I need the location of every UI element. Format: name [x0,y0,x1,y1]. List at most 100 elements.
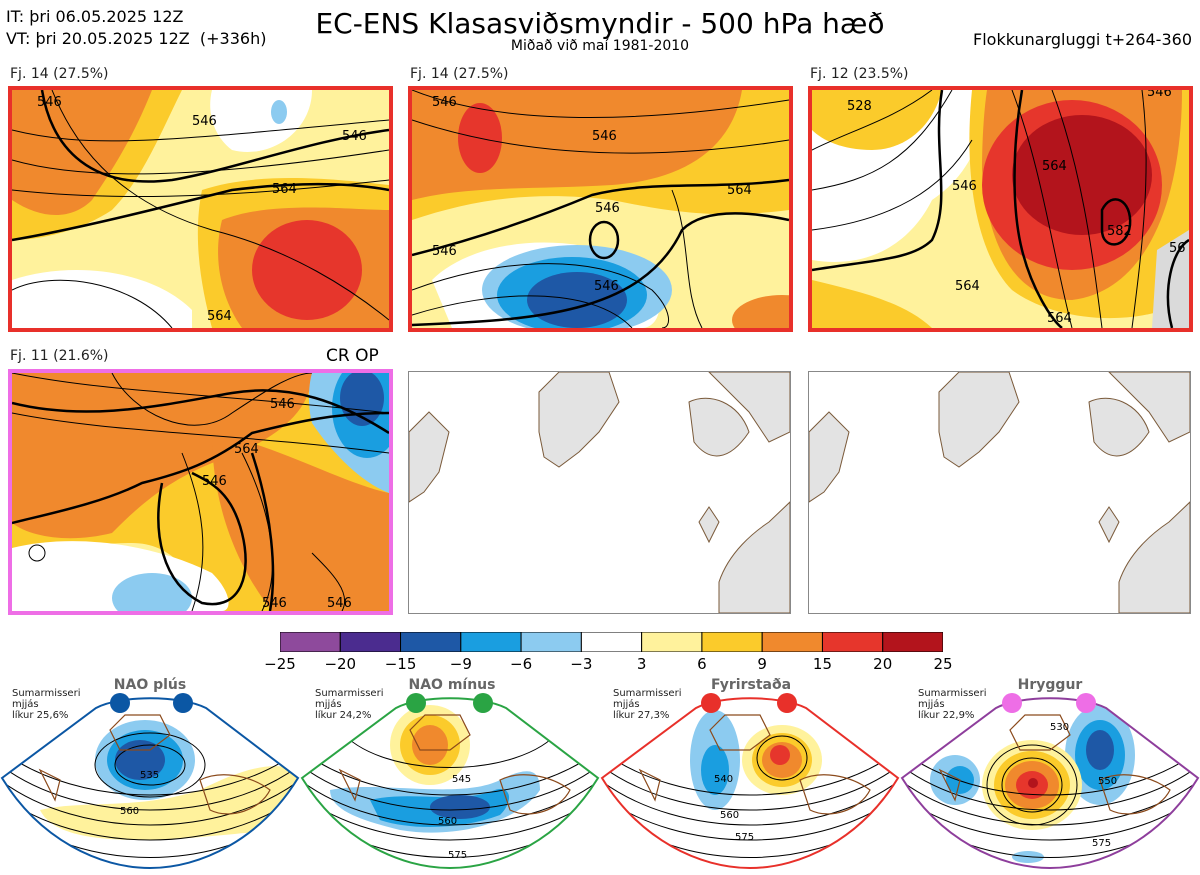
contour-label: 546 [202,474,227,489]
regime-average: mjjás [12,699,39,710]
regime-season: Sumarmisseri [918,688,987,699]
colorbar-segment [400,631,462,653]
contour-label: 546 [594,279,619,294]
contour-label: 546 [595,201,620,216]
regime-4-legend: Sumarmisseri mjjás líkur 22,9% [918,688,986,721]
colorbar-tick-label: −9 [449,655,472,673]
empty-base-map-6 [808,371,1191,614]
regime-average: mjjás [918,699,945,710]
colorbar-tick-label: 3 [636,655,647,673]
regime-average: mjjás [315,699,342,710]
contour-label: 546 [192,114,217,129]
contour-label: 545 [452,774,471,785]
regime-1-legend: Sumarmisseri mjjás líkur 25,6% [12,688,80,721]
contour-label: 564 [1047,311,1072,326]
cluster-map-2: 546 546 564 546 546 546 [408,86,793,332]
regime-3-marker-right [777,693,797,713]
panel-2-label: Fj. 14 (27.5%) [410,66,509,82]
colorbar-svg [279,631,944,653]
regime-3-legend: Sumarmisseri mjjás líkur 27,3% [613,688,681,721]
contour-label: 575 [1092,838,1111,849]
colorbar-segment [701,631,763,653]
colorbar-segment [460,631,522,653]
colorbar [279,631,944,653]
regime-map-nao-plus: 535 560 [0,690,300,871]
regime-map-ridge: 530 550 575 [900,690,1200,871]
empty-base-map-5-svg [409,372,790,613]
regime-2-title: NAO mínus [408,677,496,693]
colorbar-tick-label: 25 [933,655,953,673]
panel-4-label: Fj. 11 (21.6%) [10,348,109,364]
contour-label: 546 [342,129,367,144]
contour-label: 546 [327,596,352,611]
crop-label: CR OP [326,346,379,366]
regime-map-blocking: 540 560 575 [600,690,900,871]
colorbar-tick-label: −20 [324,655,357,673]
contour-label: 564 [234,442,259,457]
colorbar-tick-label: −6 [510,655,533,673]
contour-label: 546 [952,179,977,194]
cluster-map-3: 528 546 564 546 582 564 564 56 [808,86,1193,332]
initial-time: IT: þri 06.05.2025 12Z [6,7,184,26]
regime-season: Sumarmisseri [613,688,682,699]
contour-label: 56 [1169,241,1186,256]
colorbar-tick-label: 6 [697,655,707,673]
regime-2-legend: Sumarmisseri mjjás líkur 24,2% [315,688,383,721]
contour-label: 528 [847,99,872,114]
regime-map-nao-minus-svg: 545 560 575 [300,693,600,870]
regime-4-marker-left [1002,693,1022,713]
contour-label: 546 [37,95,62,110]
regime-map-nao-plus-svg: 535 560 [0,693,300,870]
cluster-map-4-svg: 546 564 546 546 546 [12,373,389,611]
contour-label: 546 [432,244,457,259]
regime-4-marker-right [1076,693,1096,713]
regime-probability: líkur 27,3% [613,710,670,721]
colorbar-tick-label: 9 [757,655,767,673]
regime-probability: líkur 24,2% [315,710,372,721]
colorbar-segment [580,631,643,653]
regime-2-marker-right [473,693,493,713]
contour-label: 575 [735,832,754,843]
regime-2-marker-left [406,693,426,713]
contour-label: 546 [592,129,617,144]
contour-label: 546 [270,397,295,412]
colorbar-segment [821,631,884,653]
contour-label: 582 [1107,224,1132,239]
regime-3-marker-left [701,693,721,713]
colorbar-tick-label: −15 [384,655,417,673]
contour-label: 564 [272,182,297,197]
cluster-map-4: 546 564 546 546 546 [8,369,393,615]
cluster-map-1: 546 546 564 546 564 [8,86,393,332]
page-subtitle: Miðað við maí 1981-2010 [510,38,690,54]
contour-label: 560 [120,806,139,817]
contour-label: 530 [1050,722,1069,733]
colorbar-segment [761,631,823,653]
contour-label: 546 [262,596,287,611]
regime-probability: líkur 22,9% [918,710,975,721]
colorbar-segment [882,631,944,653]
colorbar-tick-label: −3 [570,655,593,673]
contour-label: 560 [438,816,457,827]
regime-average: mjjás [613,699,640,710]
contour-label: 564 [1042,159,1067,174]
regime-season: Sumarmisseri [12,688,81,699]
contour-label: 550 [1098,776,1117,787]
regime-1-marker-left [110,693,130,713]
empty-base-map-6-svg [809,372,1190,613]
regime-3-title: Fyrirstaða [710,677,792,693]
contour-label: 560 [720,810,739,821]
regime-1-marker-right [173,693,193,713]
colorbar-tick-label: −25 [264,655,296,673]
colorbar-segment [279,631,341,653]
empty-base-map-5 [408,371,791,614]
cluster-map-2-svg: 546 546 564 546 546 546 [412,90,789,328]
header-times: IT: þri 06.05.2025 12Z VT: þri 20.05.202… [6,6,266,50]
regime-map-blocking-svg: 540 560 575 [600,693,900,870]
contour-label: 546 [1147,90,1172,100]
panel-1-label: Fj. 14 (27.5%) [10,66,109,82]
contour-label: 540 [714,774,733,785]
regime-1-title: NAO plús [113,677,187,693]
classification-window: Flokkunargluggi t+264-360 [973,30,1192,49]
valid-time: VT: þri 20.05.2025 12Z (+336h) [6,29,267,48]
page-title: EC-ENS Klasasviðsmyndir - 500 hPa hæð [315,7,885,40]
